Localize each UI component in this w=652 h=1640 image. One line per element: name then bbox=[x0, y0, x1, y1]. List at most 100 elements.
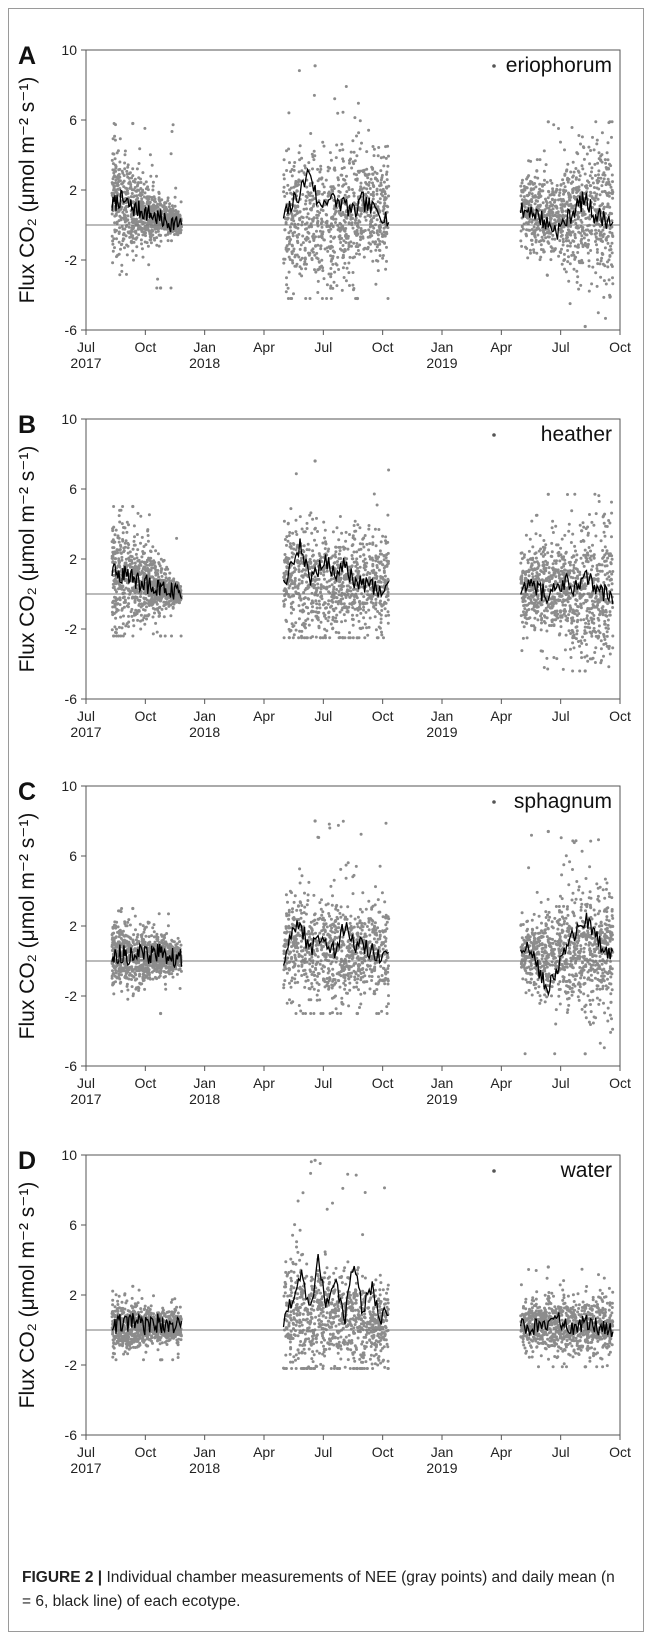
measurement-point bbox=[340, 142, 344, 146]
measurement-point bbox=[127, 587, 131, 591]
measurement-point bbox=[284, 589, 288, 593]
measurement-point bbox=[561, 237, 565, 241]
measurement-point bbox=[551, 207, 555, 211]
measurement-point bbox=[125, 520, 129, 524]
measurement-point bbox=[381, 563, 385, 567]
measurement-point bbox=[539, 255, 543, 259]
measurement-point bbox=[365, 167, 369, 171]
measurement-point bbox=[288, 225, 292, 229]
measurement-point bbox=[571, 174, 575, 178]
measurement-point bbox=[114, 166, 118, 170]
measurement-point bbox=[349, 217, 353, 221]
measurement-point bbox=[123, 227, 127, 231]
measurement-point bbox=[602, 205, 606, 209]
measurement-point bbox=[152, 206, 156, 210]
measurement-point bbox=[322, 520, 326, 524]
measurement-point bbox=[575, 269, 579, 273]
measurement-point bbox=[580, 213, 584, 217]
measurement-point bbox=[352, 598, 356, 602]
measurement-point bbox=[374, 248, 378, 252]
measurement-point bbox=[536, 176, 540, 180]
measurement-point bbox=[379, 192, 383, 196]
measurement-point bbox=[610, 572, 614, 576]
measurement-point bbox=[588, 194, 592, 198]
measurement-point bbox=[349, 150, 353, 154]
measurement-point bbox=[604, 626, 608, 630]
measurement-point bbox=[149, 241, 153, 245]
measurement-point bbox=[341, 210, 345, 214]
measurement-point bbox=[528, 217, 532, 221]
measurement-point bbox=[117, 193, 121, 197]
measurement-point bbox=[174, 186, 178, 190]
measurement-point bbox=[292, 164, 296, 168]
measurement-point bbox=[567, 239, 571, 243]
measurement-point bbox=[350, 544, 354, 548]
measurement-point bbox=[538, 228, 542, 232]
measurement-point bbox=[373, 615, 377, 619]
measurement-point bbox=[375, 557, 379, 561]
measurement-point bbox=[386, 621, 390, 625]
measurement-point bbox=[137, 188, 141, 192]
measurement-point bbox=[175, 232, 178, 236]
measurement-point bbox=[114, 634, 118, 638]
measurement-point bbox=[611, 570, 615, 573]
measurement-point bbox=[333, 567, 337, 571]
measurement-point bbox=[529, 238, 533, 242]
y-tick-label: 6 bbox=[69, 112, 77, 128]
measurement-point bbox=[539, 552, 543, 556]
measurement-point bbox=[166, 239, 170, 243]
measurement-point bbox=[358, 555, 362, 558]
measurement-point bbox=[290, 605, 293, 609]
measurement-point bbox=[286, 183, 290, 187]
x-tick-label: Oct bbox=[609, 339, 631, 355]
measurement-point bbox=[282, 185, 286, 189]
measurement-point bbox=[172, 599, 176, 603]
measurement-point bbox=[316, 530, 319, 533]
measurement-point bbox=[543, 609, 546, 613]
measurement-point bbox=[115, 182, 119, 185]
measurement-point bbox=[120, 169, 124, 173]
measurement-point bbox=[142, 233, 146, 237]
measurement-point bbox=[312, 158, 316, 162]
measurement-point bbox=[329, 297, 333, 300]
measurement-point bbox=[340, 570, 344, 574]
measurement-point bbox=[354, 203, 358, 206]
measurement-point bbox=[574, 186, 578, 190]
measurement-point bbox=[167, 586, 171, 590]
measurement-point bbox=[339, 173, 343, 177]
measurement-point bbox=[122, 614, 125, 618]
measurement-point bbox=[283, 560, 287, 564]
measurement-point bbox=[378, 626, 382, 630]
measurement-point bbox=[322, 586, 326, 590]
x-tick-label: Oct bbox=[372, 339, 394, 355]
measurement-point bbox=[315, 516, 318, 520]
measurement-point bbox=[325, 587, 329, 591]
measurement-point bbox=[580, 529, 584, 533]
measurement-point bbox=[305, 636, 309, 640]
measurement-point bbox=[545, 203, 549, 207]
measurement-point bbox=[571, 219, 575, 223]
measurement-point bbox=[355, 596, 359, 600]
measurement-point bbox=[527, 174, 531, 178]
measurement-point bbox=[601, 549, 605, 552]
measurement-point bbox=[340, 602, 344, 606]
measurement-point bbox=[561, 243, 565, 247]
measurement-point bbox=[167, 205, 171, 209]
measurement-point bbox=[119, 634, 123, 638]
measurement-point bbox=[542, 169, 546, 173]
measurement-point bbox=[357, 170, 361, 174]
measurement-point bbox=[135, 167, 139, 171]
measurement-point bbox=[347, 261, 351, 265]
measurement-point bbox=[142, 230, 146, 234]
measurement-point bbox=[309, 560, 313, 564]
measurement-point bbox=[347, 188, 351, 191]
measurement-point bbox=[154, 588, 158, 592]
measurement-point bbox=[608, 295, 612, 299]
measurement-point bbox=[575, 620, 579, 624]
measurement-point bbox=[125, 604, 129, 608]
measurement-point bbox=[336, 176, 340, 180]
measurement-point bbox=[307, 231, 311, 235]
measurement-point bbox=[309, 610, 313, 614]
measurement-point bbox=[311, 554, 314, 558]
measurement-point bbox=[610, 500, 613, 504]
